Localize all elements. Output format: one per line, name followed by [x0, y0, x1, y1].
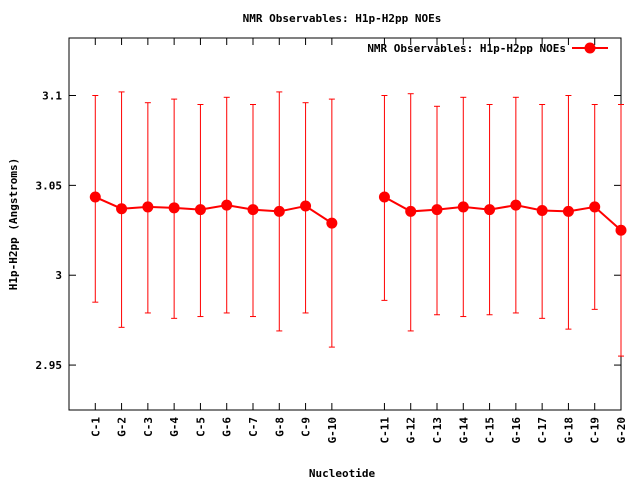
x-tick-label: C-11 — [378, 417, 391, 444]
y-tick-label: 3 — [55, 269, 62, 282]
data-point — [116, 203, 128, 215]
data-point — [300, 200, 312, 212]
series-points — [89, 191, 627, 236]
data-point — [484, 204, 496, 216]
x-tick-label: C-9 — [300, 417, 313, 437]
data-point — [378, 191, 390, 203]
x-tick-label: C-17 — [536, 417, 549, 444]
x-tick-label: C-15 — [484, 417, 497, 444]
y-tick-label: 3.1 — [42, 90, 62, 103]
x-tick-label: G-16 — [510, 417, 523, 444]
x-tick-label: C-7 — [247, 417, 260, 437]
data-point — [615, 224, 627, 236]
series-lines — [94, 196, 622, 232]
x-tick-label: G-18 — [562, 417, 575, 444]
series-line — [383, 196, 622, 232]
data-point — [431, 204, 443, 216]
x-tick-label: G-14 — [457, 417, 470, 444]
error-bars — [92, 91, 624, 357]
data-point — [457, 201, 469, 213]
data-point — [142, 201, 154, 213]
x-tick-label: C-5 — [194, 417, 207, 437]
x-tick-label: C-1 — [89, 417, 102, 437]
data-point — [536, 205, 548, 217]
x-tick-label: G-20 — [615, 417, 628, 444]
x-axis: C-1 G-2 C-3 G-4 C-5 G-6 C-7 G-8 C-9 G-10 C-11 G-12 C… — [89, 38, 628, 444]
y-axis: 2.95 3 3.05 3.1 — [36, 90, 621, 372]
x-tick-label: C-13 — [431, 417, 444, 444]
chart-title: NMR Observables: H1p-H2pp NOEs — [243, 12, 442, 25]
data-point — [589, 201, 601, 213]
data-point — [510, 199, 522, 211]
legend-marker — [584, 42, 596, 54]
data-point — [89, 191, 101, 203]
series-line — [94, 196, 333, 224]
y-axis-label: H1p-H2pp (Angstroms) — [7, 158, 20, 290]
data-point — [221, 199, 233, 211]
data-point — [562, 205, 574, 217]
data-point — [405, 205, 417, 217]
x-tick-label: C-3 — [142, 417, 155, 437]
plot-frame — [68, 37, 622, 411]
x-tick-label: G-2 — [116, 417, 129, 437]
legend: NMR Observables: H1p-H2pp NOEs — [367, 42, 608, 55]
x-tick-label: G-8 — [273, 417, 286, 437]
legend-label: NMR Observables: H1p-H2pp NOEs — [367, 42, 566, 55]
data-point — [194, 204, 206, 216]
data-point — [273, 205, 285, 217]
x-tick-label: G-10 — [326, 417, 339, 444]
x-axis-label: Nucleotide — [309, 467, 376, 480]
data-point — [326, 217, 338, 229]
x-tick-label: G-6 — [221, 417, 234, 437]
data-point — [247, 204, 259, 216]
y-tick-label: 3.05 — [36, 179, 63, 192]
x-tick-label: G-12 — [405, 417, 418, 444]
y-tick-label: 2.95 — [36, 359, 63, 372]
x-tick-label: G-4 — [168, 417, 181, 437]
data-point — [168, 202, 180, 214]
x-tick-label: C-19 — [589, 417, 602, 444]
